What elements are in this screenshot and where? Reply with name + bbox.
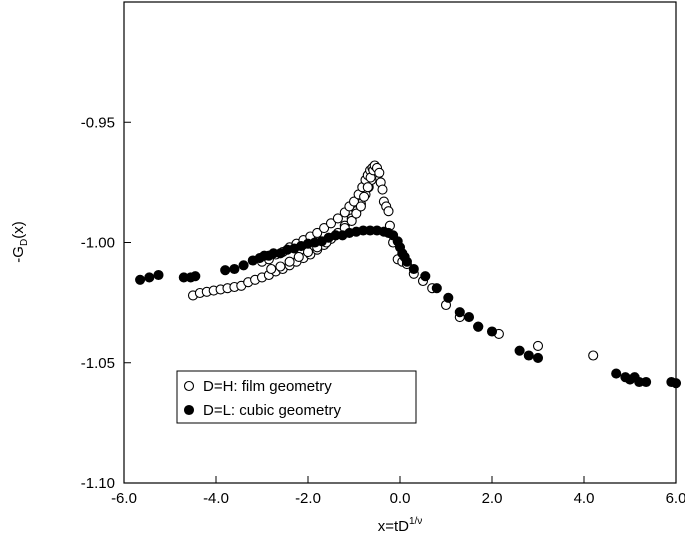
film-data-point	[348, 196, 360, 207]
film-data-point	[266, 263, 277, 275]
x-tick-label: 6.0	[666, 490, 685, 507]
cubic-data-point	[408, 263, 419, 275]
cubic-data-point	[401, 256, 412, 267]
cubic-data-point	[463, 312, 475, 323]
legend-box	[176, 370, 417, 424]
cubic-data-point	[420, 271, 431, 282]
x-tick-label: 2.0	[482, 490, 503, 507]
film-data-point	[275, 261, 286, 272]
film-data-point	[293, 251, 304, 262]
cubic-data-point	[443, 292, 454, 303]
cubic-data-point	[454, 307, 465, 318]
film-data-point	[351, 208, 362, 219]
x-tick-label: -6.0	[111, 490, 137, 507]
cubic-data-point	[153, 269, 164, 281]
film-data-point	[377, 184, 388, 195]
x-axis-label: x=tD1/ν	[378, 516, 423, 535]
cubic-geometry-series	[135, 225, 682, 389]
film-data-point	[362, 182, 373, 193]
legend: D=H: film geometry D=L: cubic geometry	[176, 370, 417, 424]
cubic-data-point	[514, 345, 525, 356]
film-data-point	[325, 218, 337, 229]
y-axis-label: -GD(x)	[10, 221, 30, 262]
film-data-point	[346, 215, 357, 226]
film-data-point	[312, 227, 323, 238]
x-tick-label: 4.0	[574, 490, 595, 507]
film-data-point	[532, 340, 544, 351]
film-data-point	[374, 167, 385, 178]
y-tick-label: -1.10	[81, 475, 115, 492]
x-tick-label: -2.0	[295, 490, 321, 507]
y-tick-label: -1.00	[81, 235, 115, 252]
film-data-point	[319, 223, 330, 234]
cubic-data-point	[523, 350, 534, 361]
film-data-point	[284, 256, 295, 267]
film-data-point	[359, 191, 370, 202]
x-tick-labels: -6.0 -4.0 -2.0 0.0 2.0 4.0 6.0	[111, 490, 685, 507]
film-data-point	[383, 206, 394, 217]
y-tick-label: -1.05	[81, 355, 115, 372]
y-tick-labels: -1.10 -1.05 -1.00 -0.95	[81, 114, 115, 492]
cubic-data-point	[238, 260, 249, 271]
legend-film-label: D=H: film geometry	[203, 378, 332, 395]
legend-cubic-label: D=L: cubic geometry	[203, 402, 341, 419]
cubic-data-point	[144, 272, 155, 283]
cubic-data-point	[431, 283, 442, 294]
cubic-data-point	[229, 263, 240, 275]
axis-ticks	[123, 121, 677, 484]
cubic-data-point	[486, 326, 498, 337]
film-data-point	[588, 350, 599, 361]
cubic-data-point	[670, 378, 682, 389]
cubic-data-point	[220, 265, 231, 276]
legend-filled-circle-marker	[183, 404, 195, 416]
y-tick-label: -0.95	[81, 114, 115, 131]
x-tick-label: -4.0	[203, 490, 229, 507]
x-tick-label: 0.0	[390, 490, 411, 507]
film-data-point	[355, 201, 366, 212]
cubic-data-point	[641, 376, 652, 388]
cubic-data-point	[135, 274, 146, 285]
film-data-point	[332, 213, 343, 224]
legend-open-circle-marker	[183, 380, 195, 392]
cubic-data-point	[473, 321, 484, 332]
cubic-data-point	[611, 368, 622, 379]
data-points	[135, 160, 682, 389]
cubic-data-point	[190, 271, 201, 282]
cubic-data-point	[532, 352, 544, 363]
